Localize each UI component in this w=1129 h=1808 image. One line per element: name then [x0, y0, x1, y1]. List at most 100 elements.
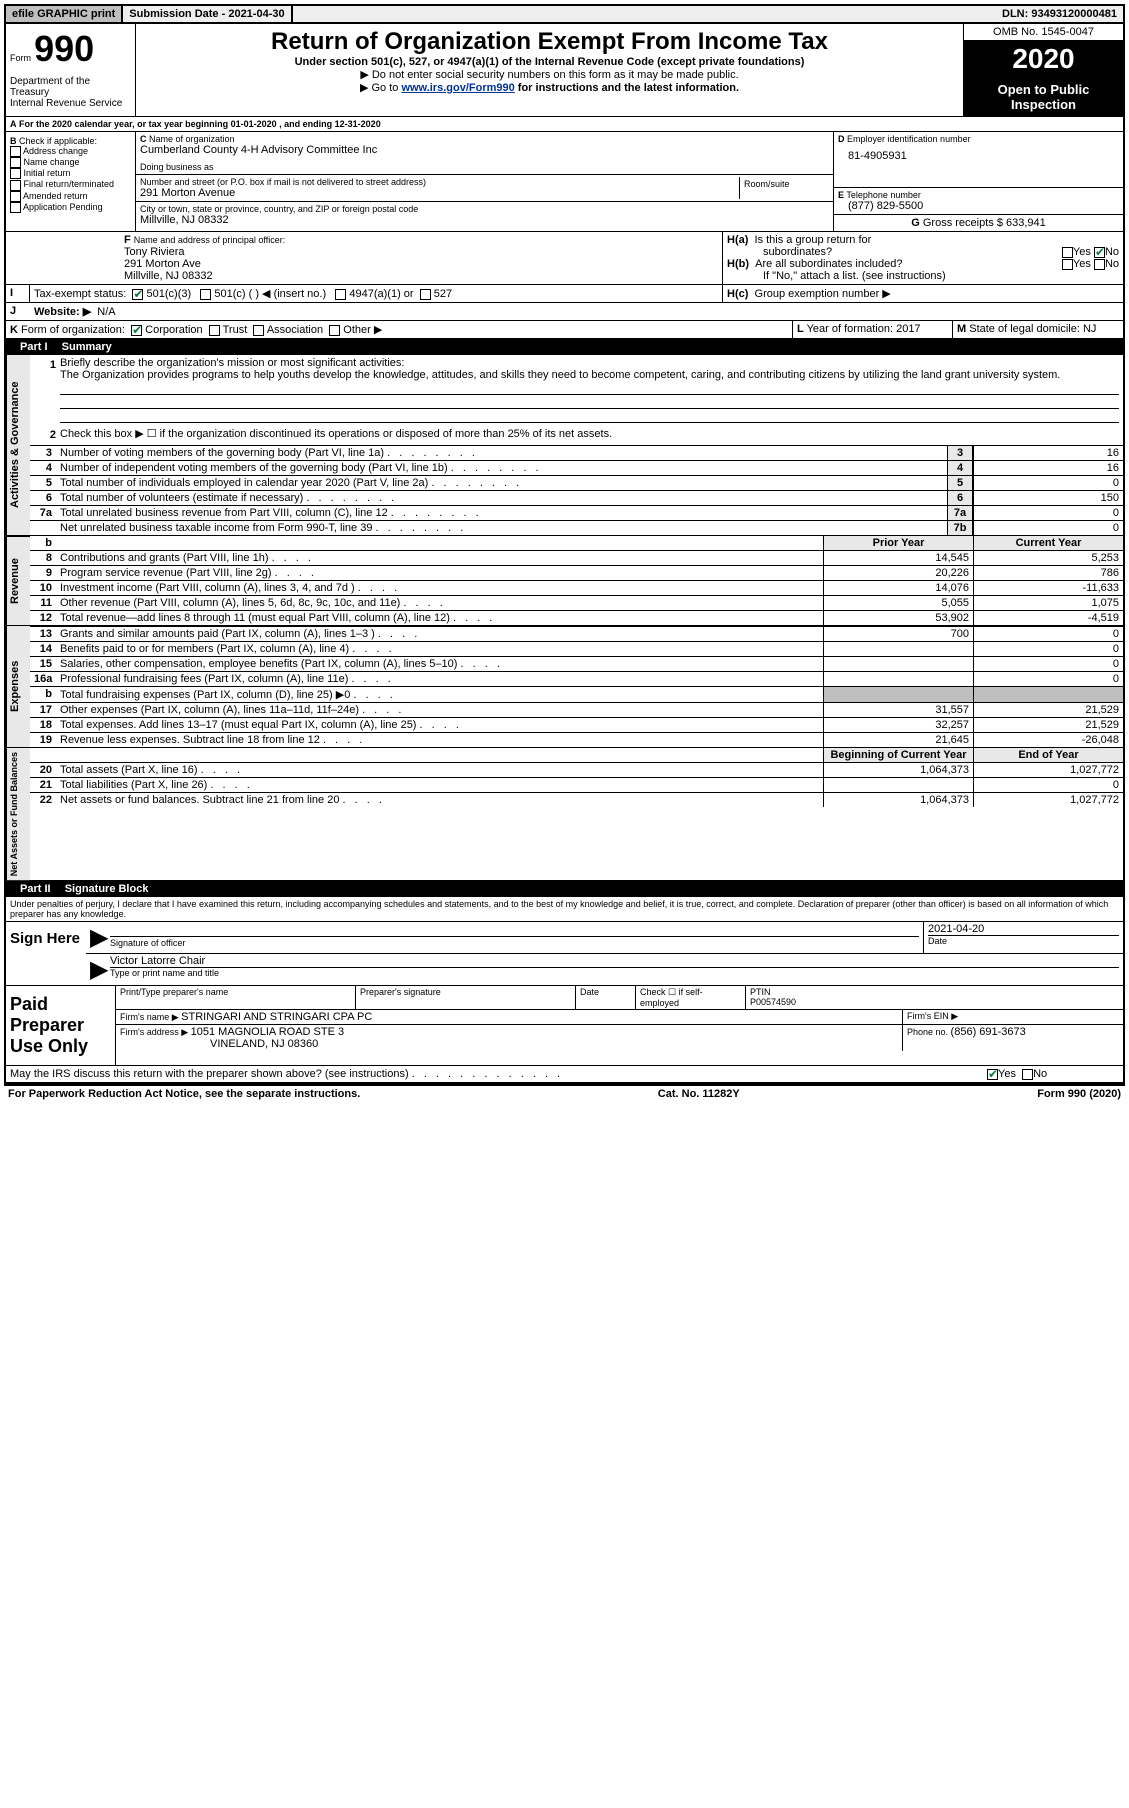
open-public: Open to Public Inspection	[964, 78, 1123, 116]
omb-number: OMB No. 1545-0047	[964, 24, 1123, 41]
chk-final[interactable]	[10, 180, 21, 191]
summary-line: 20 Total assets (Part X, line 16) . . . …	[30, 762, 1123, 777]
chk-501c[interactable]	[200, 289, 211, 300]
summary-line: 18 Total expenses. Add lines 13–17 (must…	[30, 717, 1123, 732]
sign-here-label: Sign Here	[6, 922, 86, 985]
chk-pending[interactable]	[10, 202, 21, 213]
box-deg: D Employer identification number 81-4905…	[833, 132, 1123, 231]
irs-link[interactable]: www.irs.gov/Form990	[401, 82, 514, 94]
section-activities: Activities & Governance	[6, 355, 30, 535]
form-label-box: Form 990 Department of the Treasury Inte…	[6, 24, 136, 116]
chk-hb-no[interactable]	[1094, 259, 1105, 270]
summary-line: b Total fundraising expenses (Part IX, c…	[30, 686, 1123, 702]
chk-assoc[interactable]	[253, 325, 264, 336]
state-domicile: NJ	[1083, 323, 1096, 335]
summary-line: 3 Number of voting members of the govern…	[30, 445, 1123, 460]
chk-name[interactable]	[10, 157, 21, 168]
paid-preparer-label: Paid Preparer Use Only	[6, 986, 116, 1065]
summary-line: 22 Net assets or fund balances. Subtract…	[30, 792, 1123, 807]
summary-line: 16a Professional fundraising fees (Part …	[30, 671, 1123, 686]
chk-ha-yes[interactable]	[1062, 247, 1073, 258]
i-row: I Tax-exempt status: 501(c)(3) 501(c) ( …	[6, 285, 1123, 303]
chk-other[interactable]	[329, 325, 340, 336]
j-row: J Website: ▶ N/A	[6, 303, 1123, 321]
chk-trust[interactable]	[209, 325, 220, 336]
chk-527[interactable]	[420, 289, 431, 300]
section-expenses: Expenses	[6, 626, 30, 747]
firm-addr2: VINELAND, NJ 08360	[120, 1038, 318, 1050]
summary-line: 7a Total unrelated business revenue from…	[30, 505, 1123, 520]
website-val: N/A	[97, 306, 115, 318]
bcdeg-row: B Check if applicable: Address change Na…	[6, 132, 1123, 232]
chk-4947[interactable]	[335, 289, 346, 300]
chk-corp[interactable]	[131, 325, 142, 336]
dept-treasury: Department of the Treasury	[10, 76, 131, 98]
form-number: 990	[34, 28, 94, 69]
year-formed: 2017	[896, 323, 920, 335]
form-header: Form 990 Department of the Treasury Inte…	[6, 24, 1123, 117]
summary-line: 12 Total revenue—add lines 8 through 11 …	[30, 610, 1123, 625]
summary-line: 9 Program service revenue (Part VIII, li…	[30, 565, 1123, 580]
dept-irs: Internal Revenue Service	[10, 98, 131, 109]
chk-discuss-no[interactable]	[1022, 1069, 1033, 1080]
form-word: Form	[10, 53, 31, 63]
omb-box: OMB No. 1545-0047 2020 Open to Public In…	[963, 24, 1123, 116]
prior-year-header: Prior Year	[823, 536, 973, 550]
line-a: A For the 2020 calendar year, or tax yea…	[6, 117, 1123, 132]
part1-header: Part I Summary	[6, 339, 1123, 355]
org-street: 291 Morton Avenue	[140, 187, 739, 199]
summary-line: 4 Number of independent voting members o…	[30, 460, 1123, 475]
summary-line: 21 Total liabilities (Part X, line 26) .…	[30, 777, 1123, 792]
submission-date: Submission Date - 2021-04-30	[123, 6, 292, 22]
note-link-row: ▶ Go to www.irs.gov/Form990 for instruct…	[144, 81, 955, 94]
ein-value: 81-4905931	[838, 150, 1119, 162]
firm-phone: (856) 691-3673	[951, 1026, 1026, 1038]
summary-line: 5 Total number of individuals employed i…	[30, 475, 1123, 490]
part2-header: Part II Signature Block	[6, 881, 1123, 897]
section-netassets: Net Assets or Fund Balances	[6, 748, 30, 880]
officer-typed-name: Victor Latorre Chair	[110, 955, 1119, 967]
footer-form: Form 990 (2020)	[1037, 1088, 1121, 1100]
box-b: B Check if applicable: Address change Na…	[6, 132, 136, 231]
ptin-value: P00574590	[750, 997, 796, 1007]
form-subtitle: Under section 501(c), 527, or 4947(a)(1)…	[144, 56, 955, 68]
summary-line: 6 Total number of volunteers (estimate i…	[30, 490, 1123, 505]
klm-row: K Form of organization: Corporation Trus…	[6, 321, 1123, 339]
summary-line: 10 Investment income (Part VIII, column …	[30, 580, 1123, 595]
end-year-header: End of Year	[973, 748, 1123, 762]
org-name: Cumberland County 4-H Advisory Committee…	[140, 144, 829, 156]
summary-line: 8 Contributions and grants (Part VIII, l…	[30, 550, 1123, 565]
chk-discuss-yes[interactable]	[987, 1069, 998, 1080]
sign-date: 2021-04-20	[928, 923, 1119, 935]
form-title-block: Return of Organization Exempt From Incom…	[136, 24, 963, 116]
chk-ha-no[interactable]	[1094, 247, 1105, 258]
current-year-header: Current Year	[973, 536, 1123, 550]
chk-501c3[interactable]	[132, 289, 143, 300]
section-revenue: Revenue	[6, 536, 30, 625]
page-footer: For Paperwork Reduction Act Notice, see …	[4, 1086, 1125, 1102]
efile-graphic-btn[interactable]: efile GRAPHIC print	[6, 6, 123, 22]
chk-address[interactable]	[10, 146, 21, 157]
gross-receipts: 633,941	[1006, 217, 1046, 229]
firm-name: STRINGARI AND STRINGARI CPA PC	[181, 1011, 372, 1023]
tax-year: 2020	[964, 41, 1123, 78]
begin-year-header: Beginning of Current Year	[823, 748, 973, 762]
summary-line: Net unrelated business taxable income fr…	[30, 520, 1123, 535]
may-discuss-row: May the IRS discuss this return with the…	[6, 1066, 1123, 1084]
summary-line: 17 Other expenses (Part IX, column (A), …	[30, 702, 1123, 717]
top-bar: efile GRAPHIC print Submission Date - 20…	[4, 4, 1125, 24]
form-body: Form 990 Department of the Treasury Inte…	[4, 24, 1125, 1086]
org-city: Millville, NJ 08332	[140, 214, 829, 226]
chk-hb-yes[interactable]	[1062, 259, 1073, 270]
chk-amended[interactable]	[10, 191, 21, 202]
paid-preparer-block: Paid Preparer Use Only Print/Type prepar…	[6, 986, 1123, 1066]
summary-line: 14 Benefits paid to or for members (Part…	[30, 641, 1123, 656]
summary-line: 13 Grants and similar amounts paid (Part…	[30, 626, 1123, 641]
fh-row: F Name and address of principal officer:…	[6, 232, 1123, 285]
summary-line: 15 Salaries, other compensation, employe…	[30, 656, 1123, 671]
chk-initial[interactable]	[10, 168, 21, 179]
sign-here-block: Sign Here ▶ Signature of officer 2021-04…	[6, 922, 1123, 986]
dln: DLN: 93493120000481	[996, 6, 1123, 22]
summary-line: 11 Other revenue (Part VIII, column (A),…	[30, 595, 1123, 610]
form-title: Return of Organization Exempt From Incom…	[144, 28, 955, 56]
